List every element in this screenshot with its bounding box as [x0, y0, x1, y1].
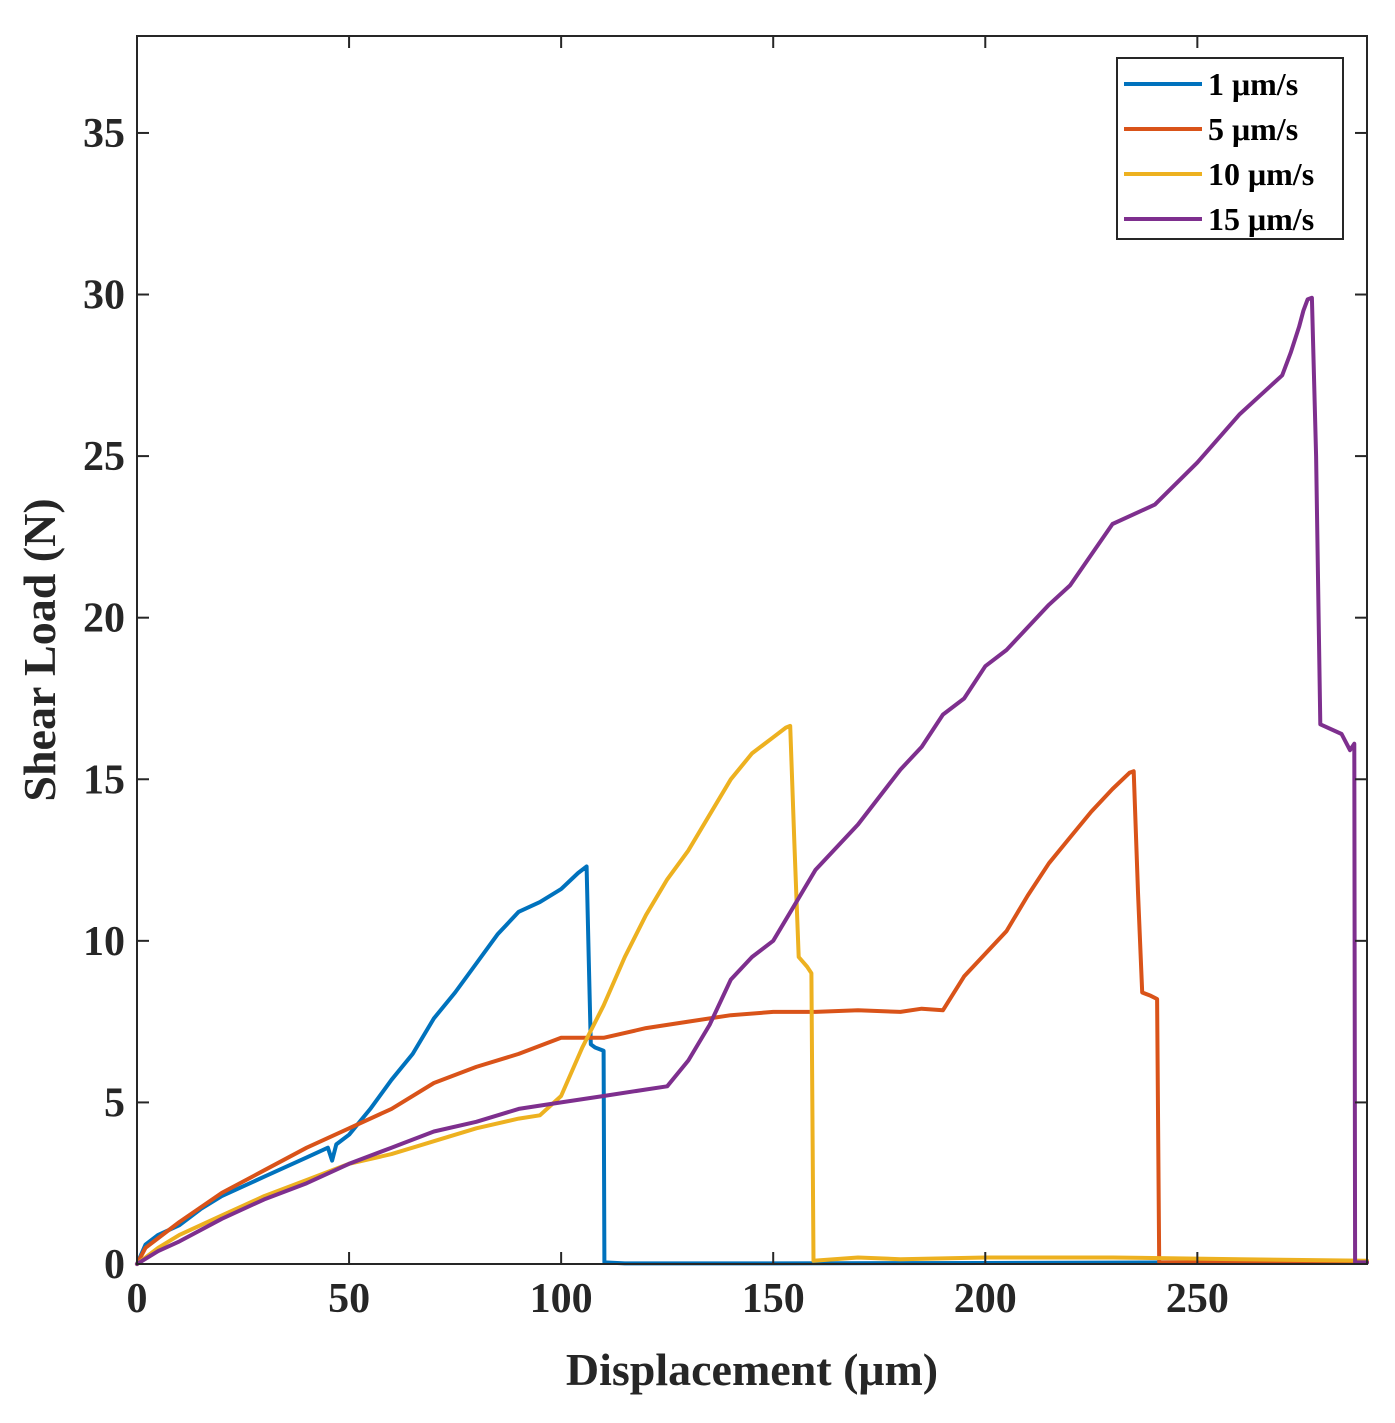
- x-tick-label-100: 100: [530, 1276, 593, 1322]
- plot-frame: [136, 35, 1368, 1265]
- y-tick-label-5: 5: [104, 1080, 125, 1126]
- x-tick-label-250: 250: [1166, 1276, 1229, 1322]
- series-layer: [135, 295, 1369, 1266]
- legend-label-4: 15 μm/s: [1208, 201, 1314, 237]
- legend: 1 μm/s 5 μm/s 10 μm/s 15 μm/s: [1116, 57, 1344, 240]
- x-axis-label: Displacement (μm): [566, 1344, 938, 1395]
- x-tick-label-0: 0: [127, 1276, 148, 1322]
- y-tick-label-0: 0: [104, 1242, 125, 1288]
- x-tick-label-150: 150: [742, 1276, 805, 1322]
- y-tick-label-20: 20: [83, 596, 125, 642]
- y-tick-label-10: 10: [83, 919, 125, 965]
- legend-label-2: 5 μm/s: [1208, 111, 1298, 147]
- legend-label-3: 10 μm/s: [1208, 156, 1314, 192]
- series-line-2: [135, 769, 1369, 1266]
- y-tick-label-25: 25: [83, 434, 125, 480]
- y-axis-label: Shear Load (N): [14, 498, 65, 801]
- x-tick-label-50: 50: [328, 1276, 370, 1322]
- y-tick-label-15: 15: [83, 757, 125, 803]
- y-tick-label-30: 30: [83, 273, 125, 319]
- legend-box: [1116, 57, 1344, 240]
- ticks-layer: 0 50 100 150 200 250 0 5 10 15 20 25 30 35: [83, 36, 1367, 1322]
- series-line-4: [135, 295, 1369, 1266]
- legend-label-1: 1 μm/s: [1208, 66, 1298, 102]
- x-tick-label-200: 200: [954, 1276, 1017, 1322]
- y-tick-label-35: 35: [83, 111, 125, 157]
- series-line-1: [135, 864, 1369, 1266]
